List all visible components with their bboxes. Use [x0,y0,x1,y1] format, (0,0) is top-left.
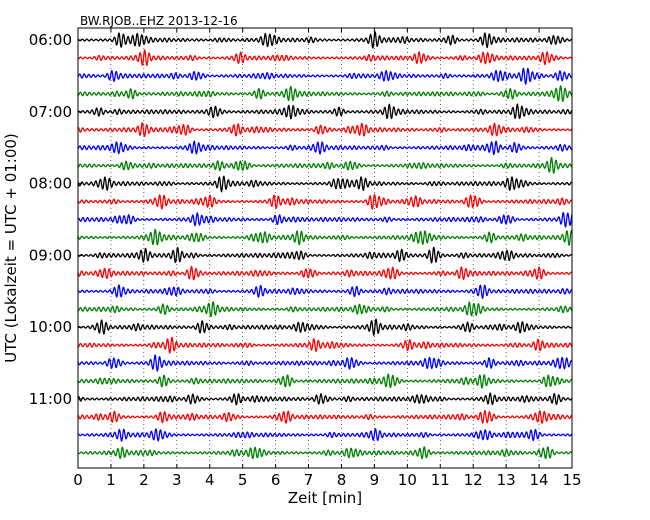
trace-0645 [77,85,573,102]
trace-1000 [77,318,573,336]
plot-frame [77,27,573,469]
y-tick-label: 09:00 [29,246,72,264]
trace-0915 [77,265,573,281]
trace-0900 [77,246,573,264]
trace-0715 [77,122,573,138]
trace-1045 [77,373,573,389]
trace-1145 [77,446,573,460]
trace-1030 [77,354,573,372]
y-tick-label: 07:00 [29,103,72,121]
trace-0830 [77,211,573,228]
x-tick-label: 10 [398,471,417,489]
x-axis: 0 1 2 3 4 5 6 7 8 9 10 11 12 13 14 15 [73,28,582,489]
x-tick-label: 9 [370,471,380,489]
x-tick-label: 5 [238,471,248,489]
trace-0800 [77,175,573,193]
trace-0745 [77,157,573,174]
trace-1115 [77,409,573,424]
x-tick-label: 7 [304,471,314,489]
x-tick-label: 14 [530,471,549,489]
x-tick-label: 8 [337,471,347,489]
y-tick-label: 06:00 [29,31,72,49]
trace-1130 [77,428,573,442]
x-tick-label: 2 [139,471,149,489]
y-tick-label: 11:00 [29,390,72,408]
y-axis: 06:00 07:00 08:00 09:00 10:00 11:00 [29,31,82,408]
trace-0615 [77,49,573,66]
x-tick-label: 1 [106,471,116,489]
x-tick-label: 15 [562,471,581,489]
trace-0930 [77,284,573,299]
y-axis-label: UTC (Lokalzeit = UTC + 01:00) [2,133,20,363]
x-tick-label: 11 [431,471,450,489]
x-tick-label: 3 [172,471,182,489]
trace-0600 [77,31,573,49]
x-axis-label: Zeit [min] [288,489,362,507]
x-tick-label: 4 [205,471,215,489]
trace-0730 [77,140,573,156]
x-tick-label: 12 [464,471,483,489]
y-tick-label: 10:00 [29,318,72,336]
chart-title: BW.RJOB..EHZ 2013-12-16 [80,14,238,28]
traces [77,31,573,460]
trace-0700 [77,103,573,120]
trace-0945 [77,301,573,318]
trace-1015 [77,336,573,354]
x-tick-label: 0 [73,471,83,489]
trace-1100 [77,392,573,406]
x-tick-label: 13 [497,471,516,489]
trace-0630 [77,67,573,85]
trace-0845 [77,228,573,246]
y-tick-label: 08:00 [29,175,72,193]
trace-0815 [77,193,573,210]
x-tick-label: 6 [271,471,281,489]
